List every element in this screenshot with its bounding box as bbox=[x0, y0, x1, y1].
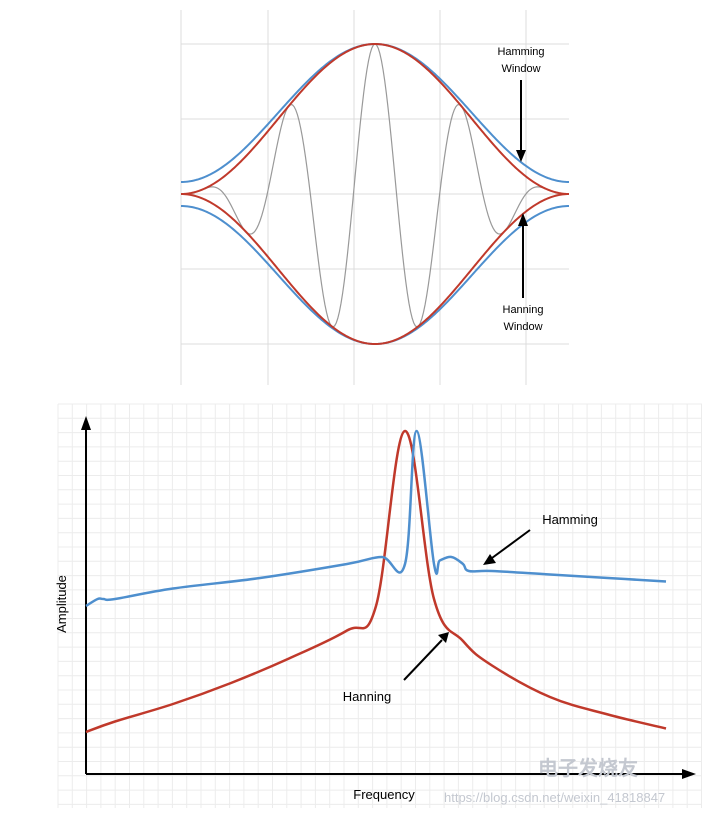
hamming-response-line bbox=[85, 429, 667, 608]
hamming-window-label: Hamming bbox=[497, 46, 544, 58]
hamming-window-label-line2: Window bbox=[501, 63, 540, 75]
y-axis-label: Amplitude bbox=[54, 575, 69, 633]
watermark-url: https://blog.csdn.net/weixin_41818847 bbox=[444, 790, 666, 805]
hamming-label: Hamming bbox=[542, 512, 598, 527]
hanning-arrow bbox=[403, 639, 443, 681]
hamming-annotation: Hamming bbox=[483, 512, 598, 565]
window-functions-chart: Hamming Window Hanning Window bbox=[180, 10, 570, 385]
hanning-response-line bbox=[85, 429, 667, 734]
hanning-annotation: Hanning bbox=[343, 632, 449, 704]
windowed-signal-line bbox=[181, 43, 569, 328]
hanning-label: Hanning bbox=[343, 689, 391, 704]
bottom-chart-axes bbox=[81, 416, 696, 779]
top-chart-series bbox=[180, 42, 570, 346]
watermark-logo: 电子发烧友 bbox=[538, 756, 638, 780]
bottom-chart-grid bbox=[57, 403, 702, 808]
frequency-response-chart: Amplitude Frequency Hamming Hanning bbox=[54, 403, 702, 808]
hamming-window-annotation: Hamming Window Hanning Window bbox=[497, 46, 544, 333]
hanning-window-upper-line bbox=[180, 42, 570, 195]
hanning-window-label: Hanning bbox=[503, 304, 544, 316]
hamming-window-arrowhead bbox=[516, 150, 526, 162]
hamming-arrowhead bbox=[483, 554, 496, 565]
hanning-window-label-line2: Window bbox=[503, 321, 542, 333]
x-axis-label: Frequency bbox=[353, 787, 415, 802]
hanning-window-arrowhead bbox=[518, 213, 528, 226]
hanning-window-lower-line bbox=[180, 193, 570, 346]
hanning-arrowhead bbox=[438, 632, 449, 643]
hamming-arrow bbox=[491, 529, 531, 559]
bottom-chart-series bbox=[85, 429, 667, 734]
y-axis-arrowhead bbox=[81, 416, 91, 430]
x-axis-arrowhead bbox=[682, 769, 696, 779]
